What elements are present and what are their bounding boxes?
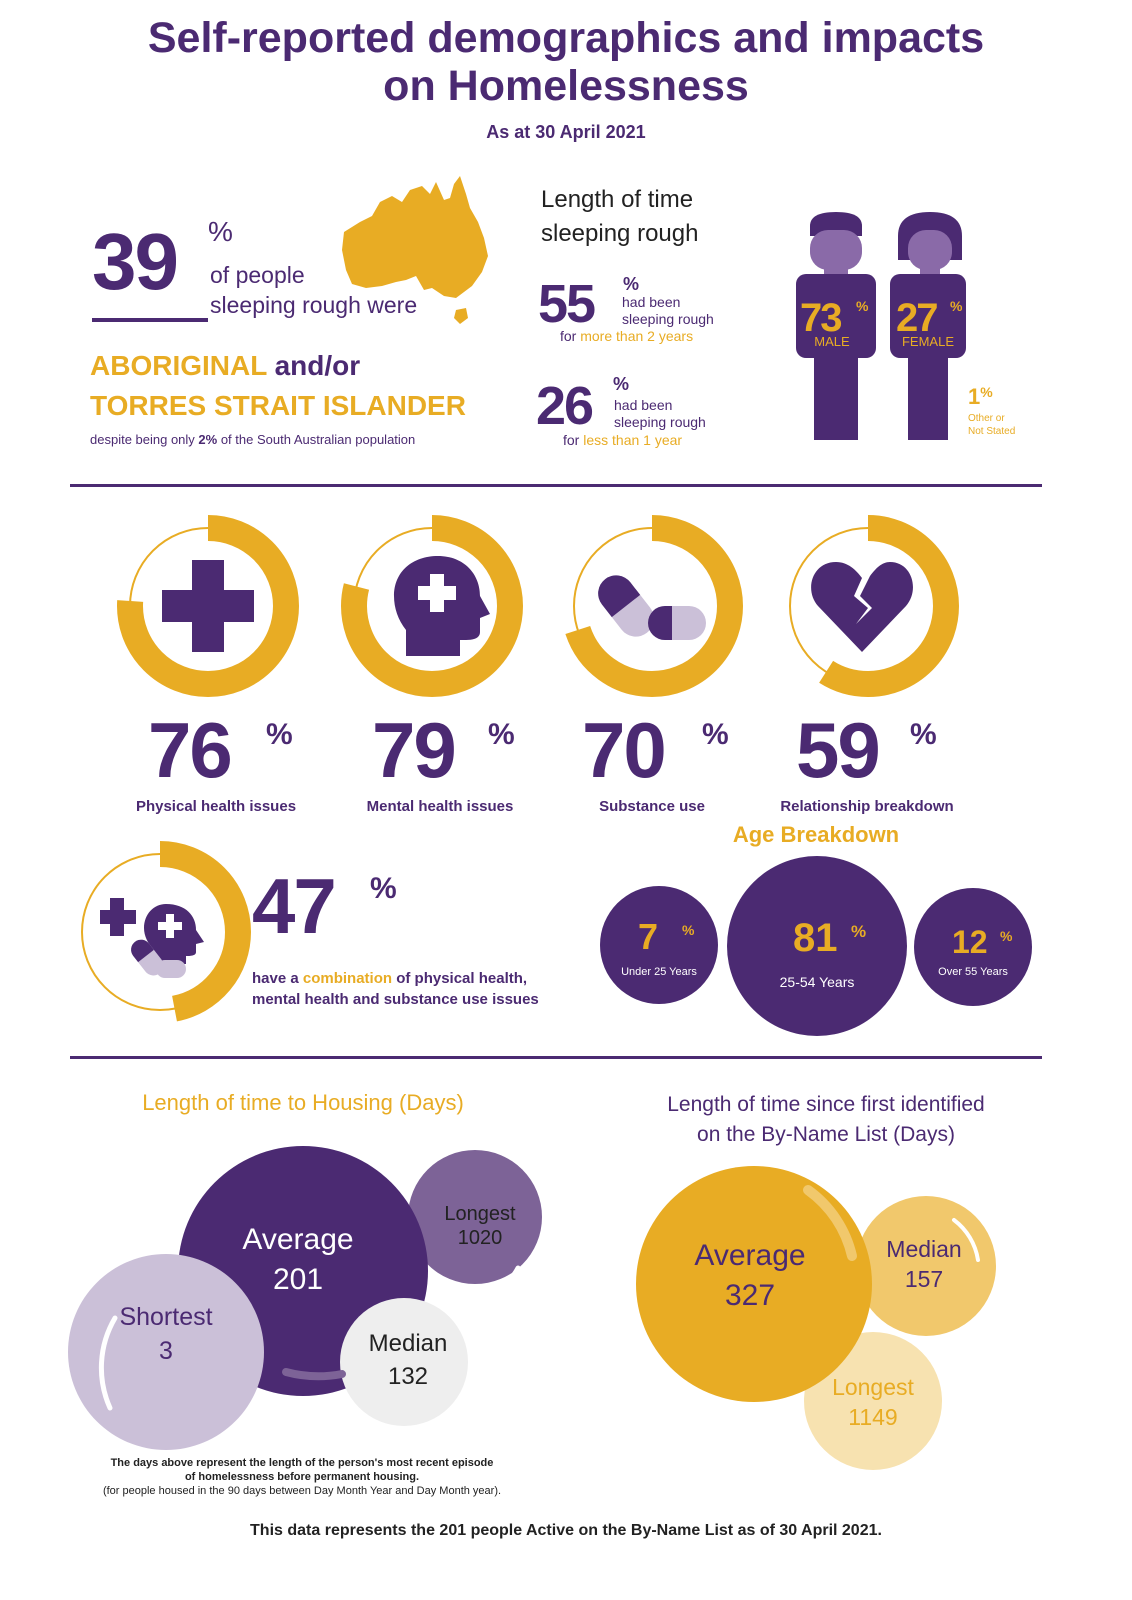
value-underline: [92, 318, 208, 322]
byname-average-bubble: Average 327: [636, 1166, 872, 1402]
substance-value: 70: [582, 706, 667, 794]
housing-note: The days above represent the length of t…: [102, 1457, 502, 1497]
aboriginal-text1: of people: [210, 262, 305, 288]
female-value: 27: [896, 296, 938, 340]
torres-strait-heading: TORRES STRAIT ISLANDER: [90, 390, 466, 421]
male-pct: %: [856, 298, 869, 314]
age-25-54: 81 % 25-54 Years: [727, 856, 907, 1036]
pill-icon: [598, 575, 706, 640]
rough-b-caption: for less than 1 year: [563, 432, 683, 448]
medical-cross-icon: [162, 560, 254, 652]
rough-a-text: had been sleeping rough: [622, 294, 714, 327]
divider-bottom: [70, 1056, 1042, 1059]
australia-map-icon: [342, 176, 488, 324]
combination-value: 47: [252, 862, 337, 950]
head-cross-icon: [394, 556, 490, 656]
date-subtitle: As at 30 April 2021: [486, 122, 646, 142]
housing-title: Length of time to Housing (Days): [142, 1090, 464, 1115]
rough-title: Length of time sleeping rough: [541, 186, 699, 247]
byname-title: Length of time since first identified on …: [667, 1093, 985, 1146]
rough-a-pct: %: [623, 274, 640, 294]
age-under-25: 7 % Under 25 Years: [600, 886, 718, 1004]
byname-median-bubble: Median 157: [856, 1196, 996, 1336]
aboriginal-pct: %: [208, 216, 233, 247]
mental-pct: %: [488, 718, 515, 751]
rough-a-caption: for more than 2 years: [560, 328, 694, 344]
physical-label: Physical health issues: [135, 798, 297, 815]
substance-ring-arc: [561, 515, 743, 697]
male-label: MALE: [814, 334, 850, 349]
combination-text: have a combination of physical health, m…: [252, 970, 539, 1008]
combination-pct: %: [370, 872, 397, 905]
combination-icon: [100, 898, 204, 978]
byname-longest-bubble: Longest 1149: [804, 1332, 942, 1470]
male-figure-icon: [796, 212, 876, 440]
issue-rings: [69, 515, 959, 1023]
female-pct: %: [950, 298, 963, 314]
mental-ring-arc: [341, 515, 523, 697]
physical-ring-arc: [117, 515, 299, 697]
aboriginal-heading: ABORIGINAL and/or: [90, 350, 361, 381]
rough-b-pct: %: [613, 374, 630, 394]
rough-b-text: had been sleeping rough: [614, 397, 706, 430]
page-title: Self-reported demographics and impacts o…: [147, 14, 985, 110]
mental-value: 79: [372, 706, 457, 794]
relationship-pct: %: [910, 718, 937, 751]
other-label: Other or Not Stated: [968, 413, 1016, 437]
aboriginal-value: 39: [92, 217, 179, 306]
other-value: 1%: [968, 384, 993, 409]
age-over-55: 12 % Over 55 Years: [914, 888, 1032, 1006]
relationship-value: 59: [796, 706, 881, 794]
age-title: Age Breakdown: [732, 822, 900, 847]
combination-ring-arc: [69, 841, 251, 1023]
footer-note: This data represents the 201 people Acti…: [250, 1522, 882, 1539]
substance-label: Substance use: [599, 798, 705, 815]
relationship-ring-arc: [777, 515, 959, 697]
female-figure-icon: [890, 212, 966, 440]
housing-longest-bubble: Longest 1020: [408, 1150, 542, 1284]
housing-median-bubble: Median 132: [340, 1298, 468, 1426]
divider-top: [70, 484, 1042, 487]
rough-b-value: 26: [536, 376, 594, 436]
physical-value: 76: [148, 706, 233, 794]
physical-pct: %: [266, 718, 293, 751]
aboriginal-footnote: despite being only 2% of the South Austr…: [90, 432, 416, 447]
broken-heart-icon: [811, 562, 913, 652]
rough-a-value: 55: [538, 274, 596, 334]
aboriginal-text2: sleeping rough were: [210, 292, 418, 318]
female-label: FEMALE: [901, 334, 954, 349]
substance-pct: %: [702, 718, 729, 751]
male-value: 73: [800, 296, 842, 340]
relationship-label: Relationship breakdown: [780, 798, 954, 815]
mental-label: Mental health issues: [366, 798, 514, 815]
